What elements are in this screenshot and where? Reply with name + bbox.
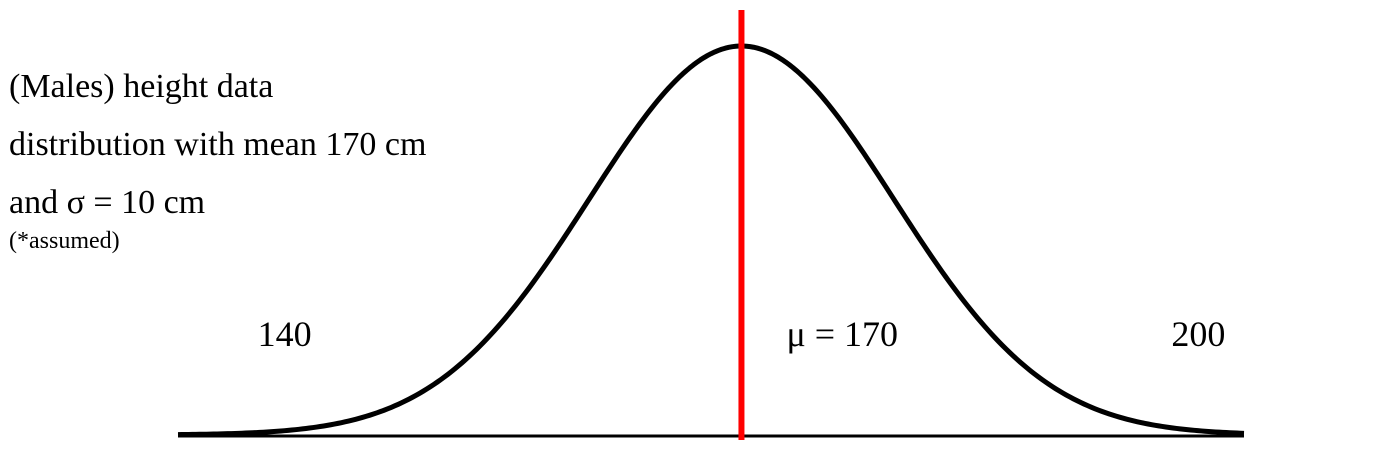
tick-label-140: 140 — [258, 314, 312, 354]
tick-label-200: 200 — [1171, 314, 1225, 354]
title-line-1: (Males) height data — [9, 68, 274, 105]
assumption-note: (*assumed) — [9, 228, 120, 254]
chart-annotation: (Males) height data distribution with me… — [9, 58, 426, 255]
distribution-curve — [177, 43, 1245, 438]
title-line-2: distribution with mean 170 cm — [9, 126, 427, 163]
tick-label-mean: μ = 170 — [786, 314, 898, 354]
title-line-3: and σ = 10 cm — [9, 184, 206, 221]
